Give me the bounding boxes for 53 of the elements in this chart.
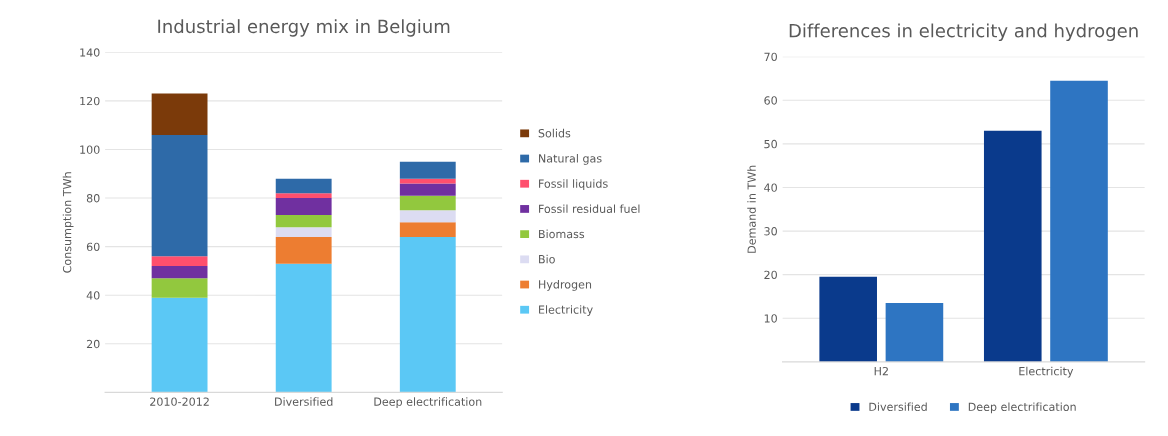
bar bbox=[399, 161, 456, 179]
bar bbox=[151, 93, 208, 135]
legend-label: Natural gas bbox=[539, 153, 602, 165]
bar bbox=[983, 130, 1042, 362]
y-tick-label: 40 bbox=[764, 183, 777, 192]
y-tick-label: 30 bbox=[764, 227, 777, 236]
bar bbox=[885, 303, 944, 362]
chart-title: Industrial energy mix in Belgium bbox=[158, 19, 450, 37]
y-tick-label: 80 bbox=[86, 194, 100, 203]
bar bbox=[275, 263, 332, 393]
bar bbox=[399, 195, 456, 211]
legend-label: Fossil liquids bbox=[539, 179, 608, 190]
x-tick-label: H2 bbox=[874, 366, 888, 376]
bar bbox=[275, 193, 332, 199]
bar bbox=[151, 297, 208, 393]
y-tick-label: 40 bbox=[86, 291, 100, 300]
x-tick-label: Deep electrification bbox=[374, 397, 482, 409]
y-tick-label: 60 bbox=[764, 96, 777, 105]
bar bbox=[819, 276, 877, 362]
y-tick-label: 60 bbox=[86, 242, 100, 252]
bar bbox=[275, 227, 332, 237]
legend-label: Bio bbox=[539, 254, 555, 264]
legend-label: Electricity bbox=[539, 305, 593, 316]
legend-label: Hydrogen bbox=[539, 279, 592, 291]
y-tick-label: 10 bbox=[764, 314, 777, 323]
legend-label: Solids bbox=[538, 128, 571, 138]
legend-label: Fossil residual fuel bbox=[539, 204, 640, 213]
bar bbox=[399, 222, 456, 237]
bar bbox=[275, 178, 332, 194]
bar bbox=[1050, 80, 1108, 362]
y-axis-title: Demand in TWh bbox=[747, 165, 756, 253]
chart-title: Differences in electricity and hydrogen bbox=[789, 23, 1138, 41]
bar bbox=[151, 278, 208, 298]
bar bbox=[275, 215, 332, 228]
bar bbox=[399, 236, 456, 393]
bar bbox=[399, 210, 456, 223]
bar bbox=[275, 198, 332, 216]
bar bbox=[151, 134, 208, 257]
bar bbox=[151, 266, 208, 279]
bar bbox=[399, 183, 456, 196]
y-tick-label: 140 bbox=[80, 48, 100, 57]
y-tick-label: 120 bbox=[80, 96, 100, 106]
y-tick-label: 20 bbox=[764, 270, 777, 280]
y-tick-label: 100 bbox=[80, 145, 100, 154]
y-axis-title: Consumption TWh bbox=[62, 172, 74, 273]
x-tick-label: 2010-2012 bbox=[150, 397, 209, 406]
bar bbox=[151, 256, 208, 267]
bar bbox=[275, 236, 332, 264]
y-tick-label: 70 bbox=[764, 52, 777, 62]
y-tick-label: 50 bbox=[764, 139, 777, 149]
x-tick-label: Diversified bbox=[275, 397, 333, 406]
y-tick-label: 20 bbox=[86, 339, 100, 349]
legend-label: Biomass bbox=[539, 229, 585, 239]
